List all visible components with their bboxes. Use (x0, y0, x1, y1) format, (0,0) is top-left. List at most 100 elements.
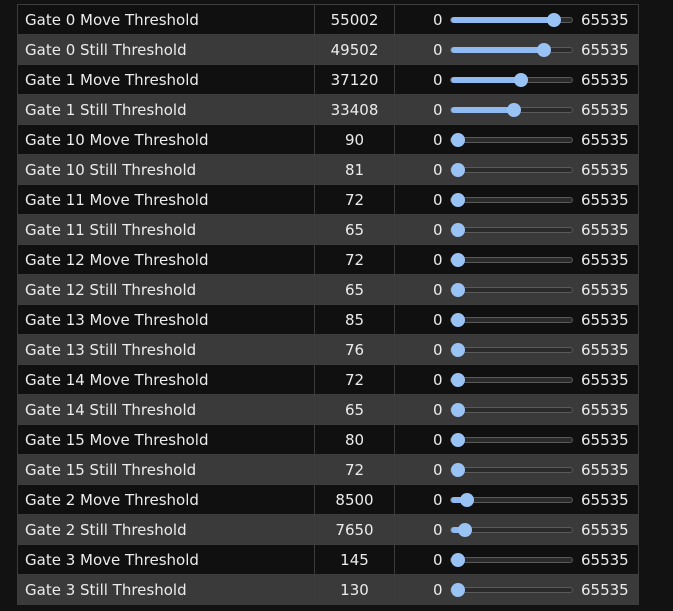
threshold-slider-cell: 0 65535 (394, 484, 639, 515)
threshold-name: Gate 3 Move Threshold (17, 544, 315, 575)
slider-container: 0 65535 (396, 66, 638, 94)
slider-container: 0 65535 (396, 486, 638, 514)
slider-max-label: 65535 (581, 100, 629, 119)
slider-min-label: 0 (433, 190, 443, 209)
slider-max-label: 65535 (581, 490, 629, 509)
threshold-name: Gate 15 Still Threshold (17, 454, 315, 485)
threshold-slider-cell: 0 65535 (394, 334, 639, 365)
slider-container: 0 65535 (396, 96, 638, 124)
threshold-row: Gate 0 Still Threshold 49502 0 65535 (17, 34, 639, 65)
threshold-name: Gate 13 Still Threshold (17, 334, 315, 365)
slider-min-label: 0 (433, 310, 443, 329)
threshold-slider[interactable] (450, 342, 573, 357)
threshold-slider[interactable] (450, 462, 573, 477)
threshold-value: 80 (314, 424, 395, 455)
slider-max-label: 65535 (581, 580, 629, 599)
threshold-name: Gate 14 Move Threshold (17, 364, 315, 395)
slider-thumb[interactable] (451, 192, 465, 207)
slider-thumb[interactable] (458, 522, 472, 537)
slider-min-label: 0 (433, 130, 443, 149)
threshold-slider-cell: 0 65535 (394, 154, 639, 185)
slider-thumb[interactable] (451, 372, 465, 387)
slider-min-label: 0 (433, 10, 443, 29)
slider-thumb[interactable] (451, 162, 465, 177)
slider-thumb[interactable] (514, 72, 528, 87)
threshold-value: 72 (314, 364, 395, 395)
slider-thumb[interactable] (451, 462, 465, 477)
threshold-row: Gate 12 Move Threshold 72 0 65535 (17, 244, 639, 275)
threshold-slider[interactable] (450, 102, 573, 117)
slider-min-label: 0 (433, 550, 443, 569)
threshold-value: 81 (314, 154, 395, 185)
threshold-value: 65 (314, 394, 395, 425)
threshold-row: Gate 3 Still Threshold 130 0 65535 (17, 574, 639, 605)
threshold-row: Gate 11 Move Threshold 72 0 65535 (17, 184, 639, 215)
threshold-row: Gate 0 Move Threshold 55002 0 65535 (17, 4, 639, 35)
slider-thumb[interactable] (451, 402, 465, 417)
slider-fill (451, 106, 514, 113)
threshold-row: Gate 13 Move Threshold 85 0 65535 (17, 304, 639, 335)
slider-thumb[interactable] (507, 102, 521, 117)
threshold-slider[interactable] (450, 162, 573, 177)
threshold-slider[interactable] (450, 582, 573, 597)
threshold-value: 72 (314, 184, 395, 215)
threshold-value: 145 (314, 544, 395, 575)
threshold-name: Gate 12 Move Threshold (17, 244, 315, 275)
slider-min-label: 0 (433, 160, 443, 179)
slider-min-label: 0 (433, 400, 443, 419)
threshold-slider[interactable] (450, 192, 573, 207)
threshold-slider[interactable] (450, 492, 573, 507)
left-gutter (0, 0, 17, 611)
threshold-name: Gate 11 Move Threshold (17, 184, 315, 215)
slider-thumb[interactable] (451, 342, 465, 357)
slider-min-label: 0 (433, 280, 443, 299)
slider-thumb[interactable] (451, 282, 465, 297)
threshold-slider[interactable] (450, 372, 573, 387)
threshold-slider[interactable] (450, 402, 573, 417)
threshold-value: 55002 (314, 4, 395, 35)
slider-thumb[interactable] (451, 132, 465, 147)
threshold-slider[interactable] (450, 312, 573, 327)
threshold-slider[interactable] (450, 222, 573, 237)
slider-thumb[interactable] (451, 252, 465, 267)
slider-min-label: 0 (433, 250, 443, 269)
threshold-slider[interactable] (450, 552, 573, 567)
threshold-row: Gate 2 Still Threshold 7650 0 65535 (17, 514, 639, 545)
threshold-row: Gate 1 Move Threshold 37120 0 65535 (17, 64, 639, 95)
threshold-slider[interactable] (450, 42, 573, 57)
slider-container: 0 65535 (396, 36, 638, 64)
threshold-value: 85 (314, 304, 395, 335)
slider-thumb[interactable] (451, 432, 465, 447)
threshold-slider[interactable] (450, 522, 573, 537)
slider-max-label: 65535 (581, 520, 629, 539)
slider-container: 0 65535 (396, 516, 638, 544)
slider-thumb[interactable] (537, 42, 551, 57)
slider-thumb[interactable] (451, 222, 465, 237)
threshold-slider[interactable] (450, 72, 573, 87)
threshold-slider[interactable] (450, 252, 573, 267)
slider-thumb[interactable] (451, 582, 465, 597)
slider-fill (451, 76, 521, 83)
threshold-slider[interactable] (450, 12, 573, 27)
threshold-row: Gate 15 Move Threshold 80 0 65535 (17, 424, 639, 455)
slider-container: 0 65535 (396, 396, 638, 424)
slider-container: 0 65535 (396, 126, 638, 154)
slider-fill (451, 496, 467, 503)
threshold-row: Gate 1 Still Threshold 33408 0 65535 (17, 94, 639, 125)
threshold-slider[interactable] (450, 132, 573, 147)
slider-thumb[interactable] (451, 312, 465, 327)
slider-container: 0 65535 (396, 276, 638, 304)
slider-min-label: 0 (433, 580, 443, 599)
slider-thumb[interactable] (460, 492, 474, 507)
threshold-row: Gate 14 Still Threshold 65 0 65535 (17, 394, 639, 425)
slider-thumb[interactable] (451, 552, 465, 567)
slider-container: 0 65535 (396, 6, 638, 34)
threshold-value: 76 (314, 334, 395, 365)
threshold-slider[interactable] (450, 282, 573, 297)
slider-max-label: 65535 (581, 280, 629, 299)
slider-max-label: 65535 (581, 550, 629, 569)
slider-container: 0 65535 (396, 156, 638, 184)
threshold-slider-cell: 0 65535 (394, 184, 639, 215)
slider-thumb[interactable] (547, 12, 561, 27)
threshold-slider[interactable] (450, 432, 573, 447)
